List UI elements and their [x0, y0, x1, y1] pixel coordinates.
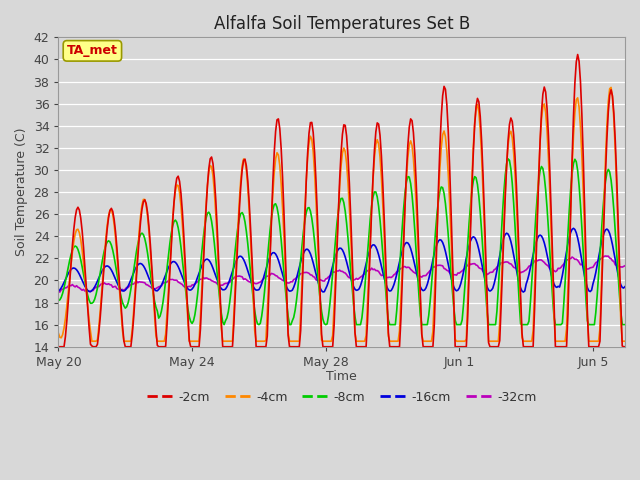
-8cm: [621, 322, 629, 327]
-4cm: [54, 330, 62, 336]
Line: -2cm: -2cm: [58, 55, 625, 347]
-4cm: [245, 208, 253, 214]
-32cm: [245, 279, 253, 285]
Line: -4cm: -4cm: [58, 87, 625, 341]
Title: Alfalfa Soil Temperatures Set B: Alfalfa Soil Temperatures Set B: [214, 15, 470, 33]
-8cm: [471, 174, 479, 180]
-32cm: [602, 253, 609, 259]
-4cm: [454, 338, 462, 344]
-2cm: [369, 174, 377, 180]
Y-axis label: Soil Temperature (C): Soil Temperature (C): [15, 128, 28, 256]
-4cm: [621, 338, 629, 344]
-8cm: [454, 322, 462, 327]
Line: -8cm: -8cm: [58, 159, 625, 324]
-32cm: [56, 289, 64, 295]
-16cm: [566, 234, 573, 240]
Legend: -2cm, -4cm, -8cm, -16cm, -32cm: -2cm, -4cm, -8cm, -16cm, -32cm: [142, 385, 541, 408]
-2cm: [564, 312, 572, 317]
-8cm: [220, 322, 228, 327]
-4cm: [566, 243, 573, 249]
-2cm: [225, 344, 232, 349]
-32cm: [226, 280, 234, 286]
-2cm: [54, 344, 62, 349]
-16cm: [244, 268, 252, 274]
-16cm: [520, 289, 527, 295]
Line: -16cm: -16cm: [58, 228, 625, 292]
-8cm: [371, 189, 378, 195]
-32cm: [566, 256, 573, 262]
-4cm: [471, 120, 479, 126]
-4cm: [371, 155, 378, 160]
-16cm: [621, 284, 629, 289]
Line: -32cm: -32cm: [58, 256, 625, 292]
-2cm: [452, 344, 460, 349]
-8cm: [245, 255, 253, 261]
-8cm: [567, 186, 575, 192]
-16cm: [469, 234, 477, 240]
-2cm: [621, 344, 629, 349]
-32cm: [54, 289, 62, 295]
-16cm: [369, 242, 377, 248]
-8cm: [504, 156, 512, 162]
Text: TA_met: TA_met: [67, 44, 118, 57]
-8cm: [54, 298, 62, 303]
-4cm: [226, 338, 234, 344]
-2cm: [574, 52, 582, 58]
-16cm: [452, 288, 460, 294]
-4cm: [88, 338, 96, 344]
-32cm: [454, 270, 462, 276]
-8cm: [226, 300, 234, 306]
-2cm: [244, 178, 252, 183]
X-axis label: Time: Time: [326, 370, 357, 383]
-32cm: [621, 263, 629, 269]
-16cm: [54, 288, 62, 294]
-2cm: [469, 151, 477, 156]
-16cm: [225, 281, 232, 287]
-4cm: [607, 84, 615, 90]
-32cm: [471, 261, 479, 266]
-32cm: [371, 266, 378, 272]
-16cm: [570, 226, 577, 231]
